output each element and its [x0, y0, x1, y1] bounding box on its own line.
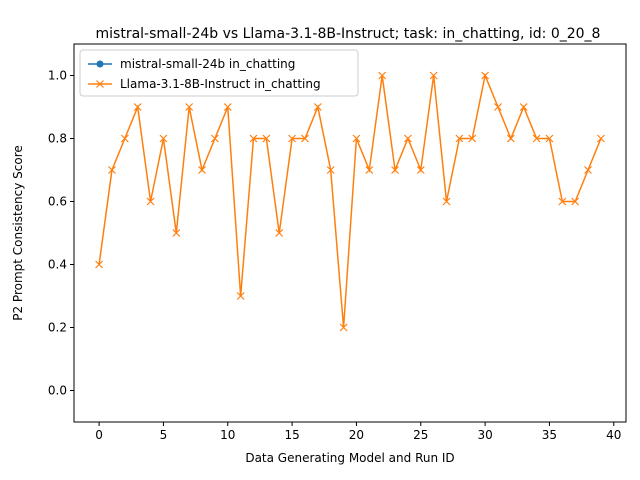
- x-tick-label: 20: [349, 428, 364, 442]
- data-point: [326, 166, 335, 174]
- data-point: [198, 166, 206, 174]
- series-layer: [95, 71, 605, 332]
- data-point: [365, 166, 374, 174]
- legend-box: [79, 49, 359, 97]
- tick-layer: 0 5 10 15 20 25 30 35 40 0.0 0.2 0.4 0.6 0.8 1.0: [48, 69, 622, 443]
- data-point: [159, 134, 168, 143]
- data-point: [313, 103, 322, 111]
- data-point: [571, 197, 580, 206]
- data-point: [301, 134, 309, 143]
- data-point: [532, 134, 541, 143]
- axes-frame: [73, 43, 627, 423]
- legend-label: Llama-3.1-8B-Instruct in_chatting: [120, 77, 321, 91]
- legend-marker: [96, 80, 104, 88]
- y-tick-label: 1.0: [48, 69, 67, 83]
- y-tick-label: 0.8: [48, 132, 67, 146]
- plot-area: 0 5 10 15 20 25 30 35 40 0.0 0.2 0.4 0.6 0.8 1.0: [48, 43, 627, 443]
- data-point: [236, 292, 245, 300]
- legend-label: mistral-small-24b in_chatting: [120, 57, 295, 71]
- series-line: [98, 72, 602, 328]
- data-point: [596, 134, 605, 143]
- data-point: [288, 134, 297, 143]
- data-point: [172, 229, 181, 237]
- y-axis-label: P2 Prompt Consistency Score: [11, 145, 25, 321]
- y-tick-label: 0.0: [48, 384, 67, 398]
- data-point: [545, 134, 554, 143]
- data-point: [558, 197, 567, 206]
- data-point: [494, 103, 502, 111]
- data-point: [262, 134, 271, 143]
- data-point: [120, 134, 129, 143]
- data-point: [391, 166, 399, 174]
- data-point: [352, 134, 361, 143]
- data-point: [455, 134, 464, 143]
- data-point: [584, 166, 592, 174]
- data-point: [185, 103, 194, 111]
- data-point: [468, 134, 477, 143]
- data-point: [339, 323, 348, 332]
- data-point: [506, 134, 515, 143]
- x-tick-label: 35: [542, 428, 557, 442]
- data-point: [95, 260, 104, 269]
- data-point: [519, 103, 528, 111]
- data-point: [133, 103, 142, 111]
- x-tick-label: 15: [284, 428, 299, 442]
- legend-marker: [96, 60, 104, 68]
- data-point: [210, 134, 219, 143]
- data-point: [146, 197, 155, 206]
- x-axis-label: Data Generating Model and Run ID: [245, 451, 454, 465]
- x-tick-label: 10: [220, 428, 235, 442]
- y-tick-label: 0.6: [48, 195, 67, 209]
- x-tick-label: 30: [477, 428, 492, 442]
- data-point: [403, 134, 412, 143]
- x-tick-label: 40: [606, 428, 621, 442]
- x-tick-label: 25: [413, 428, 428, 442]
- data-point: [416, 166, 425, 174]
- data-point: [108, 166, 116, 174]
- data-point: [275, 229, 284, 237]
- data-point: [429, 71, 438, 80]
- legend: mistral-small-24b in_chatting Llama-3.1-8…: [79, 49, 359, 97]
- data-point: [442, 197, 451, 206]
- y-tick-label: 0.2: [48, 321, 67, 335]
- data-point: [378, 71, 387, 80]
- data-point: [249, 134, 258, 143]
- chart-title: mistral-small-24b vs Llama-3.1-8B-Instru…: [96, 26, 601, 42]
- data-point: [481, 71, 490, 80]
- y-tick-label: 0.4: [48, 258, 67, 272]
- x-tick-label: 5: [160, 428, 168, 442]
- x-tick-label: 0: [95, 428, 103, 442]
- data-point: [223, 103, 232, 111]
